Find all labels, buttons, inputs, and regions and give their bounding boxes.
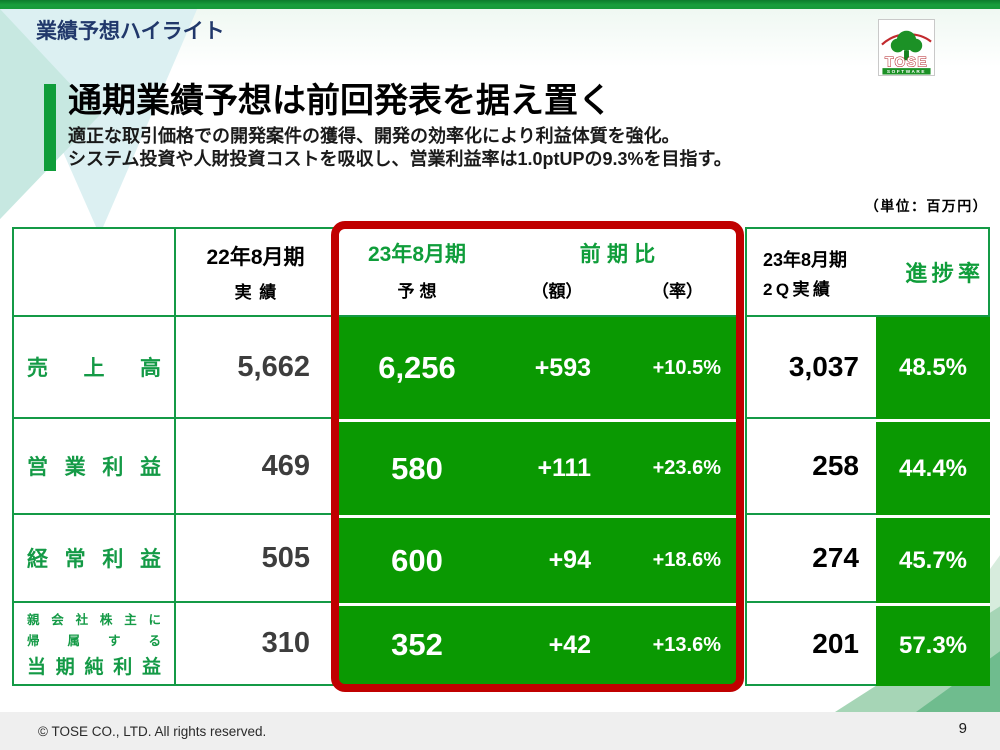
yoy-amount-value: +94 — [548, 546, 591, 574]
header-q2-period: 23年8月期 — [763, 250, 848, 270]
footer-bar: © TOSE CO., LTD. All rights reserved. 9 — [0, 712, 1000, 750]
forecast-group: 23年8月期 前期比 予想 （額） （率） 6,256 +593 +10.5% … — [337, 227, 738, 686]
header-yoy-amount: （額） — [531, 281, 583, 301]
forecast-value: 580 — [391, 450, 443, 486]
headline-title: 通期業績予想は前回発表を据え置く — [68, 82, 612, 120]
forecast-row-net-income: 352 +42 +13.6% — [337, 603, 738, 686]
header-yoy: 前期比 — [579, 243, 662, 266]
fy22-value: 310 — [261, 627, 310, 659]
q2-value: 201 — [745, 603, 876, 686]
progress-value: 45.7% — [876, 515, 990, 603]
logo-subtext: SOFTWARE — [887, 69, 926, 74]
unit-note: （単位：百万円） — [864, 198, 988, 214]
corner-cell — [14, 229, 176, 317]
forecast-row-ordinary-income: 600 +94 +18.6% — [337, 515, 738, 603]
progress-row-sales: 3,037 48.5% — [745, 317, 990, 419]
header-yoy-rate: （率） — [652, 281, 703, 301]
fy22-value: 505 — [176, 515, 335, 603]
page-number: 9 — [958, 720, 967, 737]
row-label-operating-income: 営業利益 — [14, 419, 176, 515]
q2-value: 3,037 — [745, 317, 876, 419]
deco-top-left-triangles — [0, 9, 212, 235]
row-label-sales: 売上高 — [14, 317, 176, 419]
results-table: 22年8月期 実績 売上高 5,662 営業利益 469 経常利益 505 親会… — [12, 221, 990, 692]
tose-logo: TOSE SOFTWARE — [878, 19, 935, 76]
row-label-net-income: 親会社株主に 帰属する 当期純利益 — [14, 603, 176, 684]
page-title: 業績予想ハイライト — [36, 20, 225, 43]
tose-logo-image: TOSE SOFTWARE — [881, 30, 932, 75]
forecast-value: 600 — [391, 542, 443, 578]
q2-value: 258 — [745, 419, 876, 515]
progress-group: 23年8月期 2Q実績 進捗率 3,037 48.5% 258 44.4% 27… — [745, 227, 990, 686]
forecast-value: 6,256 — [378, 350, 456, 385]
headline-subtitle-2: システム投資や人財投資コストを吸収し、営業利益率は1.0ptUPの9.3%を目指… — [68, 149, 732, 170]
yoy-rate-value: +13.6% — [652, 633, 721, 656]
header-fy23-period: 23年8月期 — [367, 243, 467, 266]
forecast-row-sales: 6,256 +593 +10.5% — [337, 317, 738, 419]
forecast-group-header: 23年8月期 前期比 予想 （額） （率） — [337, 227, 738, 317]
progress-row-net-income: 201 57.3% — [745, 603, 990, 686]
yoy-rate-value: +10.5% — [652, 356, 721, 379]
progress-value: 57.3% — [876, 603, 990, 686]
forecast-value: 352 — [391, 627, 443, 662]
yoy-amount-value: +111 — [537, 454, 591, 482]
yoy-rate-value: +23.6% — [652, 457, 721, 479]
header-forecast-sub: 予想 — [397, 281, 442, 301]
progress-value: 48.5% — [876, 317, 990, 419]
yoy-rate-value: +18.6% — [652, 549, 721, 571]
headline-subtitle-1: 適正な取引価格での開発案件の獲得、開発の効率化により利益体質を強化。 — [68, 125, 680, 146]
fy22-value: 469 — [176, 419, 335, 515]
header-progress: 進捗率 — [905, 261, 985, 286]
headline-accent-bar — [44, 84, 56, 171]
forecast-row-operating-income: 580 +111 +23.6% — [337, 419, 738, 515]
q2-value: 274 — [745, 515, 876, 603]
progress-row-operating-income: 258 44.4% — [745, 419, 990, 515]
row-label-ordinary-income: 経常利益 — [14, 515, 176, 603]
fy22-value: 5,662 — [176, 317, 335, 419]
top-accent-bar — [0, 0, 1000, 9]
yoy-amount-value: +593 — [534, 353, 591, 382]
table-left-block: 22年8月期 実績 売上高 5,662 営業利益 469 経常利益 505 親会… — [12, 227, 337, 686]
yoy-amount-value: +42 — [548, 630, 591, 659]
headline-block: 通期業績予想は前回発表を据え置く 適正な取引価格での開発案件の獲得、開発の効率化… — [44, 82, 732, 171]
header-fy22-sub: 実績 — [234, 282, 284, 302]
header-fy22: 22年8月期 実績 — [176, 229, 335, 317]
footer-copyright: © TOSE CO., LTD. All rights reserved. — [38, 723, 267, 739]
progress-row-ordinary-income: 274 45.7% — [745, 515, 990, 603]
header-q2-sub: 2Q実績 — [763, 280, 834, 299]
progress-value: 44.4% — [876, 419, 990, 515]
header-fy22-period: 22年8月期 — [206, 246, 305, 270]
logo-tree-trunk — [904, 50, 909, 61]
progress-group-header: 23年8月期 2Q実績 進捗率 — [745, 227, 990, 317]
logo-wordmark: TOSE — [885, 55, 928, 70]
